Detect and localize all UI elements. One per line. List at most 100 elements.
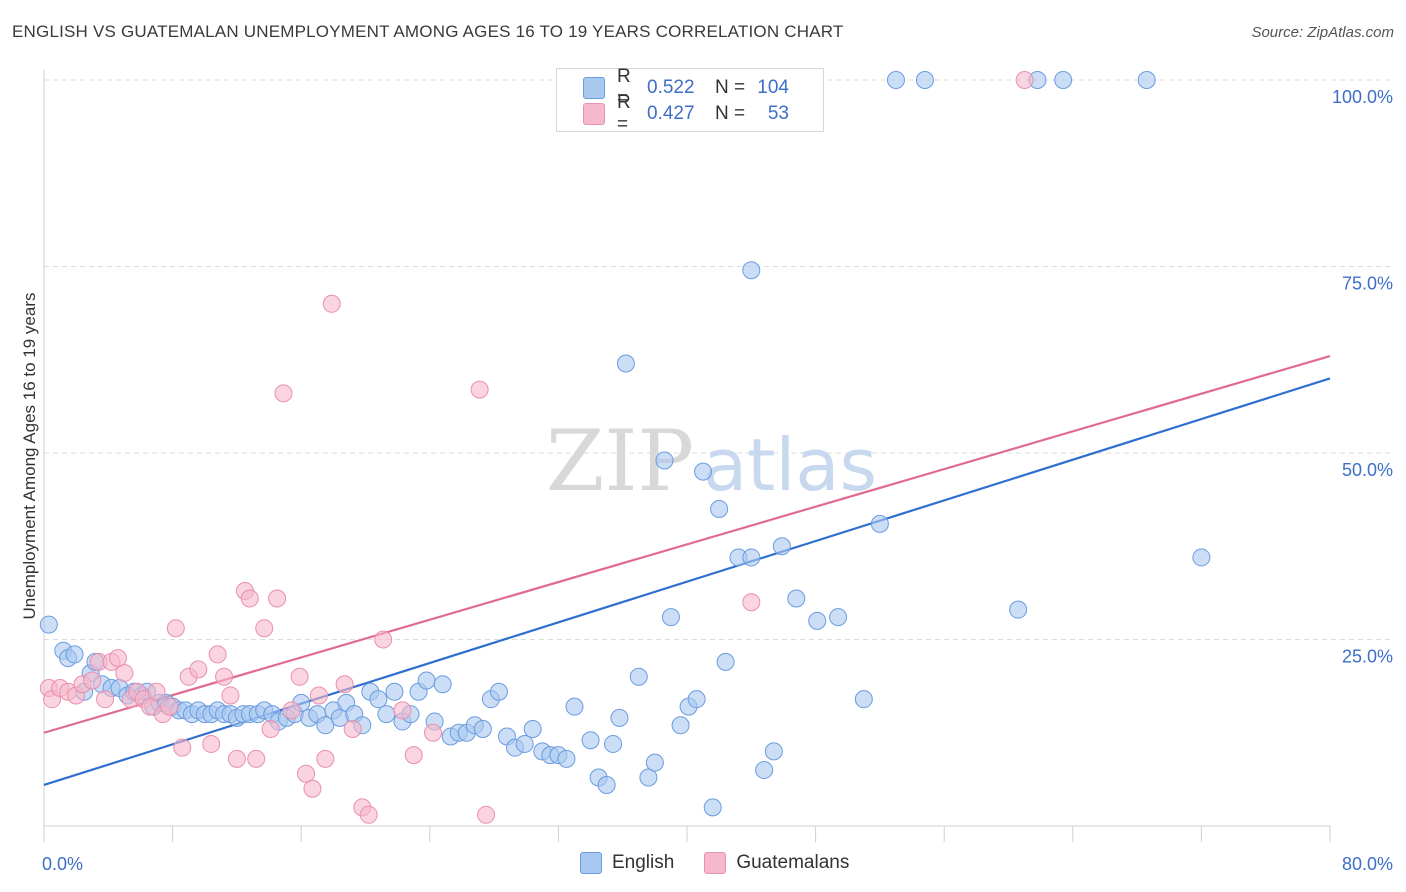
point-guatemalans bbox=[343, 720, 362, 739]
legend-r-value: 0.522 bbox=[647, 77, 695, 98]
point-guatemalans bbox=[335, 675, 354, 694]
series-legend: English Guatemalans bbox=[580, 852, 879, 874]
point-english bbox=[629, 667, 648, 686]
point-english bbox=[639, 768, 658, 787]
legend-n-label: N = bbox=[715, 77, 746, 98]
x-tick-label: 0.0% bbox=[42, 854, 83, 874]
point-guatemalans bbox=[322, 294, 341, 313]
point-guatemalans bbox=[742, 593, 761, 612]
point-guatemalans bbox=[147, 682, 166, 701]
point-guatemalans bbox=[1015, 71, 1034, 89]
legend-swatch-english bbox=[580, 852, 602, 874]
point-guatemalans bbox=[83, 671, 102, 690]
point-english bbox=[808, 611, 827, 630]
point-guatemalans bbox=[393, 701, 412, 720]
point-guatemalans bbox=[221, 686, 240, 705]
point-guatemalans bbox=[208, 645, 227, 664]
point-guatemalans bbox=[374, 630, 393, 649]
point-english bbox=[655, 451, 674, 470]
point-english bbox=[417, 671, 436, 690]
trend-line-guatemalans bbox=[43, 354, 1331, 734]
point-english bbox=[489, 682, 508, 701]
point-guatemalans bbox=[274, 384, 293, 403]
point-english bbox=[645, 753, 664, 772]
point-guatemalans bbox=[282, 701, 301, 720]
point-guatemalans bbox=[297, 764, 316, 783]
tick-labels: 25.0% 50.0% 75.0% 100.0% 0.0% 80.0% bbox=[42, 87, 1393, 874]
point-english bbox=[65, 645, 84, 664]
point-guatemalans bbox=[477, 805, 496, 824]
legend-n-label: N = bbox=[715, 103, 746, 124]
data-points bbox=[39, 71, 1211, 824]
point-english bbox=[473, 720, 492, 739]
point-guatemalans bbox=[309, 686, 328, 705]
point-english bbox=[755, 761, 774, 780]
legend-label-guatemalans: Guatemalans bbox=[736, 852, 850, 873]
point-guatemalans bbox=[255, 619, 274, 638]
legend-item-guatemalans[interactable]: Guatemalans bbox=[704, 852, 849, 874]
point-guatemalans bbox=[166, 619, 185, 638]
point-guatemalans bbox=[115, 664, 134, 683]
point-english bbox=[433, 675, 452, 694]
point-guatemalans bbox=[290, 667, 309, 686]
point-english bbox=[515, 734, 534, 753]
point-english bbox=[742, 548, 761, 567]
point-english bbox=[523, 720, 542, 739]
x-tick-label: 80.0% bbox=[1342, 854, 1393, 874]
point-english bbox=[710, 499, 729, 518]
point-english bbox=[385, 682, 404, 701]
point-guatemalans bbox=[202, 734, 221, 753]
point-english bbox=[1137, 71, 1156, 89]
legend-item-english[interactable]: English bbox=[580, 852, 674, 874]
legend-swatch-guatemalans bbox=[583, 103, 605, 125]
legend-n-value: 53 bbox=[767, 103, 789, 124]
point-guatemalans bbox=[108, 649, 127, 668]
point-guatemalans bbox=[359, 805, 378, 824]
point-english bbox=[604, 734, 623, 753]
point-guatemalans bbox=[215, 667, 234, 686]
point-guatemalans bbox=[261, 720, 280, 739]
point-english bbox=[565, 697, 584, 716]
point-guatemalans bbox=[268, 589, 287, 608]
watermark-atlas: atlas bbox=[703, 423, 877, 507]
point-english bbox=[703, 798, 722, 817]
point-english bbox=[829, 608, 848, 627]
watermark: ZIP atlas bbox=[546, 412, 877, 510]
point-guatemalans bbox=[424, 723, 443, 742]
legend-label-english: English bbox=[612, 852, 675, 873]
point-english bbox=[764, 742, 783, 761]
point-english bbox=[694, 462, 713, 481]
y-axis-label: Unemployment Among Ages 16 to 19 years bbox=[20, 292, 39, 620]
point-english bbox=[610, 708, 629, 727]
y-tick-label: 50.0% bbox=[1342, 460, 1393, 480]
point-english bbox=[581, 731, 600, 750]
legend-r-label: R = bbox=[617, 66, 631, 109]
point-english bbox=[316, 716, 335, 735]
point-english bbox=[886, 71, 905, 89]
point-english bbox=[369, 690, 388, 709]
y-tick-label: 25.0% bbox=[1342, 647, 1393, 667]
legend-n-value: 104 bbox=[757, 77, 789, 98]
legend-swatch-english bbox=[583, 77, 605, 99]
point-english bbox=[1009, 600, 1028, 619]
legend-row-guatemalans: R = 0.427 N = 53 bbox=[583, 92, 789, 135]
point-english bbox=[870, 514, 889, 533]
point-english bbox=[377, 705, 396, 724]
point-english bbox=[661, 608, 680, 627]
legend-r-value: 0.427 bbox=[647, 103, 695, 124]
point-english bbox=[687, 690, 706, 709]
legend-row-english: R = 0.522 N = 104 bbox=[583, 66, 789, 109]
point-english bbox=[716, 652, 735, 671]
point-guatemalans bbox=[160, 697, 179, 716]
point-guatemalans bbox=[173, 738, 192, 757]
legend-swatch-guatemalans bbox=[704, 852, 727, 874]
point-guatemalans bbox=[247, 749, 266, 768]
point-english bbox=[742, 261, 761, 280]
point-guatemalans bbox=[240, 589, 259, 608]
point-guatemalans bbox=[470, 380, 489, 399]
point-guatemalans bbox=[303, 779, 322, 798]
y-tick-label: 100.0% bbox=[1332, 87, 1393, 107]
point-english bbox=[787, 589, 806, 608]
point-english bbox=[557, 749, 576, 768]
